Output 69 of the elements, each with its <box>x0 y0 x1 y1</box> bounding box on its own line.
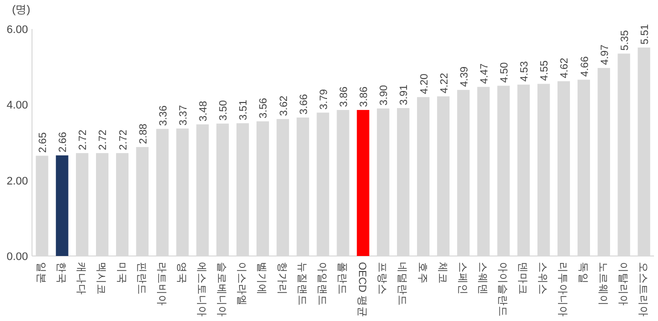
x-tick-label: 라트비아 <box>155 262 168 306</box>
data-label: 3.62 <box>278 95 290 116</box>
data-label: 2.72 <box>77 129 90 150</box>
data-label: 2.65 <box>37 132 50 153</box>
x-tick-label: 독일 <box>576 262 589 284</box>
x-tick-label: 스웨덴 <box>476 262 488 295</box>
data-label: 4.22 <box>438 72 450 94</box>
x-tick-label: OECD 평균 <box>356 262 368 318</box>
data-label: 4.50 <box>498 62 511 83</box>
x-tick-label: 체코 <box>436 262 448 284</box>
data-label: 4.62 <box>558 58 571 78</box>
data-label: 3.37 <box>177 104 190 126</box>
y-tick-label: 2.00 <box>6 175 28 188</box>
y-axis-title: (명) <box>12 4 30 16</box>
data-label: 3.91 <box>398 84 410 106</box>
x-tick-label: 아이슬란드 <box>496 262 509 317</box>
data-label: 4.97 <box>598 44 611 65</box>
x-tick-label: 호주 <box>416 262 428 284</box>
x-tick-label: 이스라엘 <box>236 262 248 306</box>
x-tick-label: 스페인 <box>456 262 468 295</box>
data-label: 2.66 <box>57 132 70 152</box>
data-label: 5.51 <box>638 24 651 45</box>
data-label: 3.56 <box>258 98 270 118</box>
data-label: 4.47 <box>478 63 490 84</box>
data-label: 3.66 <box>298 94 310 115</box>
y-tick-label: 6.00 <box>6 24 28 36</box>
x-tick-label: 프랑스 <box>376 262 388 295</box>
x-tick-label: 한국 <box>55 262 68 284</box>
x-tick-label: 에스토니아 <box>196 262 208 317</box>
x-tick-label: 멕시코 <box>95 262 108 295</box>
data-label: 3.79 <box>318 89 330 110</box>
data-label: 4.39 <box>458 66 470 87</box>
x-tick-label: 영국 <box>175 262 188 284</box>
x-tick-label: 폴란드 <box>336 262 348 295</box>
y-tick-label: 4.00 <box>6 100 28 112</box>
x-tick-label: 핀란드 <box>135 262 148 295</box>
data-label: 2.72 <box>97 129 110 150</box>
bar <box>56 155 68 256</box>
data-label: 3.86 <box>358 86 370 107</box>
x-tick-label: 미국 <box>115 262 128 284</box>
x-tick-label: 헝가리 <box>276 262 288 295</box>
data-label: 2.88 <box>137 123 150 144</box>
data-label: 4.53 <box>518 61 531 82</box>
x-tick-label: 오스트리아 <box>636 262 649 317</box>
x-tick-label: 뉴질랜드 <box>296 262 308 306</box>
x-tick-label: 캐나다 <box>75 262 88 295</box>
x-tick-label: 덴마크 <box>516 262 529 295</box>
x-tick-label: 이탈리아 <box>616 262 629 306</box>
x-tick-label: 일본 <box>35 262 48 284</box>
data-label: 4.20 <box>418 74 430 94</box>
y-tick-label: 0.00 <box>6 251 28 263</box>
x-tick-label: 벨기에 <box>256 262 268 295</box>
data-label: 3.50 <box>218 100 230 121</box>
bar <box>356 110 370 256</box>
x-tick-label: 스위스 <box>536 262 549 295</box>
data-label: 3.36 <box>157 105 170 126</box>
x-tick-label: 리투아니아 <box>556 262 569 317</box>
x-tick-label: 아일랜드 <box>316 262 328 306</box>
data-label: 3.48 <box>198 100 210 122</box>
data-label: 5.35 <box>618 30 631 51</box>
x-tick-label: 노르웨이 <box>596 262 609 306</box>
data-label: 4.66 <box>578 56 591 77</box>
data-label: 3.51 <box>238 100 250 120</box>
data-label: 3.90 <box>378 84 390 106</box>
data-label: 2.72 <box>117 129 130 150</box>
data-label: 3.86 <box>338 86 350 107</box>
x-tick-label: 슬로베니아 <box>216 262 228 317</box>
x-tick-label: 네덜란드 <box>396 262 408 306</box>
data-label: 4.55 <box>538 60 551 81</box>
